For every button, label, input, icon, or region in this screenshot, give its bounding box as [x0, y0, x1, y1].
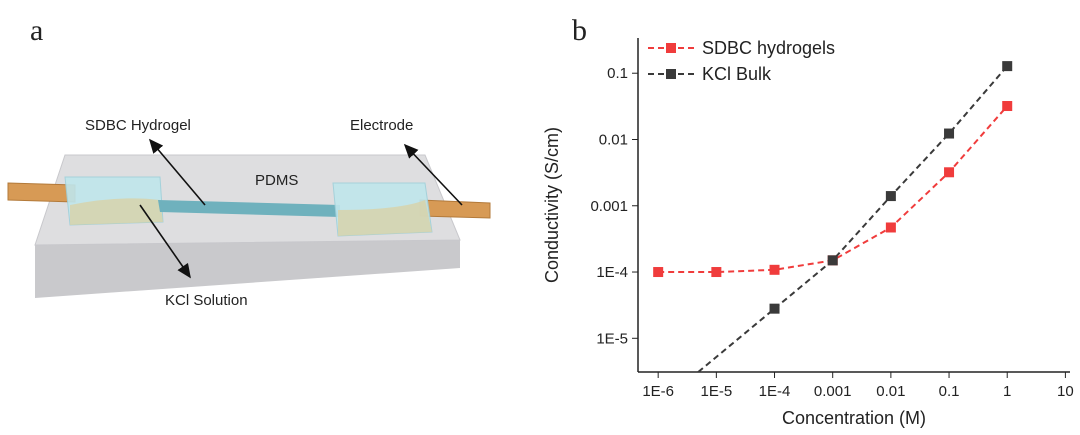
point: [711, 267, 722, 278]
point: [1002, 101, 1013, 112]
x-tick-label: 0.01: [876, 383, 905, 400]
point: [653, 267, 664, 278]
x-tick-label: 1E-4: [759, 383, 791, 400]
solution-label: KCl Solution: [165, 292, 248, 309]
electrode-label: Electrode: [350, 117, 413, 134]
x-tick-label: 0.001: [814, 383, 852, 400]
y-tick-label: 1E-4: [596, 264, 628, 281]
arrow: [148, 138, 206, 206]
arrow: [139, 204, 191, 279]
slab-front: [35, 240, 460, 298]
legend-marker: [666, 69, 676, 79]
legend-marker: [666, 43, 676, 53]
device-diagram: a SDBC Hydrogel Electrode PDMS KCl Solut…: [7, 14, 491, 309]
x-tick-label: 1E-6: [642, 383, 674, 400]
y-tick-label: 1E-5: [596, 330, 628, 347]
point: [944, 167, 955, 178]
y-axis-label: Conductivity (S/cm): [542, 127, 562, 283]
right-electrode: [419, 199, 491, 219]
y-tick-label: 0.1: [607, 65, 628, 82]
y-tick-label: 0.001: [590, 198, 628, 215]
legend-label: KCl Bulk: [702, 64, 772, 84]
series-line: [658, 105, 1008, 274]
point: [1002, 61, 1013, 72]
left-solution: [70, 198, 163, 225]
arrow: [403, 143, 463, 206]
x-tick-label: 1E-5: [701, 383, 733, 400]
y-tick-label: 0.01: [599, 131, 628, 148]
pdms-label: PDMS: [255, 172, 298, 189]
hydrogel-label: SDBC Hydrogel: [85, 117, 191, 134]
x-axis-label: Concentration (M): [782, 408, 926, 428]
panel-label: b: [572, 14, 587, 47]
x-tick-label: 1: [1003, 383, 1011, 400]
series-line: [773, 65, 1008, 310]
right-solution: [338, 200, 432, 236]
x-tick-label: 10: [1057, 383, 1074, 400]
point: [885, 191, 896, 202]
x-tick-label: 0.1: [939, 383, 960, 400]
left-electrode: [7, 182, 76, 203]
panel-label: a: [30, 14, 43, 47]
point: [944, 128, 955, 139]
point: [827, 255, 838, 266]
point: [885, 222, 896, 233]
point: [769, 264, 780, 275]
point: [769, 303, 780, 314]
trend-extension: [697, 307, 776, 372]
legend-label: SDBC hydrogels: [702, 38, 835, 58]
